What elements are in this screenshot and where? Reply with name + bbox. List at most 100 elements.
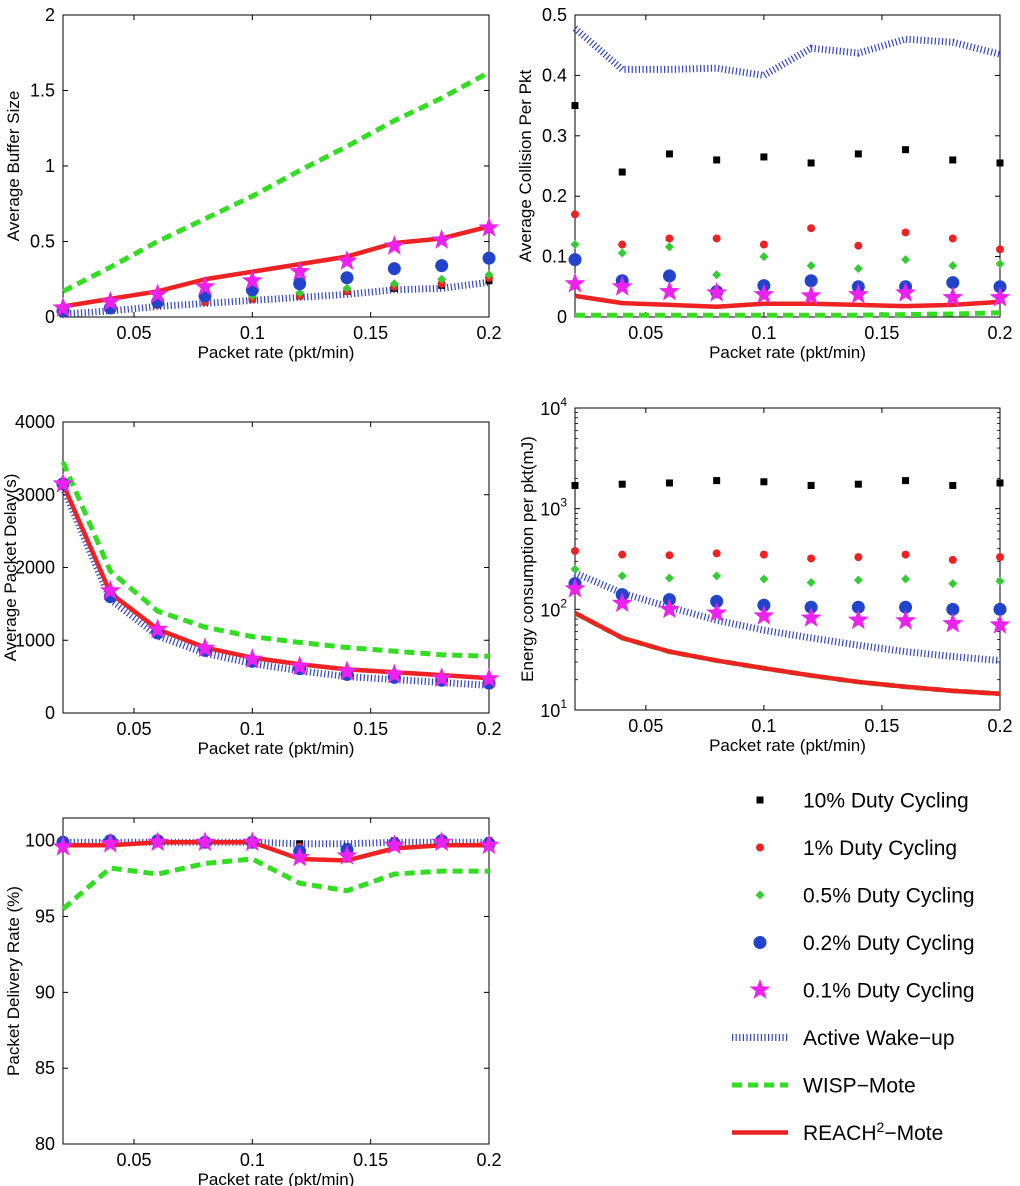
point-dc01 xyxy=(194,831,216,852)
point-dc1 xyxy=(807,554,816,563)
point-dc10 xyxy=(618,480,626,488)
point-dc01 xyxy=(383,663,405,684)
point-dc05 xyxy=(570,240,580,250)
x-tick-label: 0.15 xyxy=(864,716,899,736)
legend-label-awu: Active Wake−up xyxy=(803,1027,955,1050)
point-dc02 xyxy=(946,276,960,290)
point-dc01 xyxy=(753,604,775,625)
series-line-reach xyxy=(60,482,490,681)
point-dc01 xyxy=(147,283,169,304)
point-dc05 xyxy=(484,270,494,280)
legend-label-dc1: 1% Duty Cycling xyxy=(803,837,957,860)
point-dc01 xyxy=(658,598,680,619)
point-dc02 xyxy=(387,262,401,276)
point-dc01 xyxy=(942,286,964,307)
point-dc01 xyxy=(706,601,728,622)
y-tick-label: 2 xyxy=(45,5,55,25)
point-dc01 xyxy=(289,655,311,676)
point-dc1 xyxy=(948,234,957,243)
y-tick-label: 101 xyxy=(540,697,567,721)
x-tick-label: 0.2 xyxy=(476,323,501,343)
x-tick-label: 0.2 xyxy=(476,719,501,739)
point-dc10 xyxy=(760,478,768,486)
x-tick-label: 0.1 xyxy=(240,323,265,343)
point-dc10 xyxy=(713,477,721,485)
point-dc01 xyxy=(99,579,121,600)
y-axis-label: Packet Delivery Rate (%) xyxy=(4,886,23,1076)
point-dc01 xyxy=(478,216,500,237)
point-dc01 xyxy=(194,637,216,658)
point-dc01 xyxy=(52,296,74,317)
point-dc05 xyxy=(948,261,958,271)
x-tick-label: 0.2 xyxy=(476,1150,501,1170)
point-dc01 xyxy=(611,592,633,613)
point-dc01 xyxy=(847,283,869,304)
point-dc01 xyxy=(241,648,263,669)
point-dc10 xyxy=(807,481,815,489)
y-tick-label: 80 xyxy=(35,1134,55,1154)
y-axis-label: Average Buffer Size xyxy=(4,91,23,242)
x-tick-label: 0.1 xyxy=(751,716,776,736)
series-line-wisp xyxy=(61,70,491,294)
legend-marker-dc10 xyxy=(756,796,764,804)
legend-entry-dc1: 1% Duty Cycling xyxy=(756,837,957,860)
chart-buffer: 0 0.5 1 1.5 2 0.05 0.1 0.15 0.2 Packet rate (pkt/… xyxy=(4,5,502,362)
point-dc02 xyxy=(435,259,449,273)
point-dc05 xyxy=(995,259,1005,269)
point-dc01 xyxy=(241,269,263,290)
point-dc01 xyxy=(147,831,169,852)
point-dc10 xyxy=(949,481,957,489)
point-dc1 xyxy=(807,224,816,233)
point-dc10 xyxy=(713,156,721,164)
point-dc05 xyxy=(806,577,816,587)
series-line-awu xyxy=(573,569,1001,665)
point-dc1 xyxy=(854,241,863,250)
series-group xyxy=(52,461,500,690)
y-tick-label: 3000 xyxy=(15,485,55,505)
legend-label-wisp: WISP−Mote xyxy=(803,1075,916,1098)
point-dc05 xyxy=(853,264,863,274)
point-dc02 xyxy=(662,269,676,283)
point-dc05 xyxy=(617,248,627,258)
x-tick-label: 0.05 xyxy=(628,716,663,736)
point-dc02 xyxy=(568,253,582,267)
y-tick-label: 4000 xyxy=(15,412,55,432)
point-dc05 xyxy=(759,252,769,262)
series-line-awu xyxy=(63,838,489,848)
series-line-reach xyxy=(63,840,489,863)
point-dc05 xyxy=(295,288,305,298)
point-dc01 xyxy=(52,472,74,493)
point-dc01 xyxy=(800,607,822,627)
legend-marker-dc01 xyxy=(749,979,771,999)
series-line-awu xyxy=(572,25,1001,80)
y-tick-label: 0 xyxy=(45,703,55,723)
point-dc01 xyxy=(99,832,121,853)
legend-entry-awu: Active Wake−up xyxy=(732,1027,955,1050)
plot-frame xyxy=(62,421,490,714)
y-tick-label: 2000 xyxy=(15,558,55,578)
x-tick-label: 0.15 xyxy=(353,719,388,739)
x-axis-label: Packet rate (pkt/min) xyxy=(198,739,355,758)
point-dc01 xyxy=(383,834,405,855)
point-dc01 xyxy=(99,290,121,311)
x-axis-label: Packet rate (pkt/min) xyxy=(709,343,866,362)
point-dc01 xyxy=(431,228,453,249)
series-group xyxy=(564,25,1011,318)
point-dc05 xyxy=(759,574,769,584)
point-dc01 xyxy=(564,272,586,293)
x-tick-label: 0.2 xyxy=(987,323,1012,343)
point-dc10 xyxy=(618,168,626,176)
point-dc01 xyxy=(383,235,405,255)
point-dc02 xyxy=(946,602,960,616)
series-line-reach xyxy=(62,224,490,309)
point-dc01 xyxy=(658,280,680,301)
y-tick-label: 0.3 xyxy=(542,126,567,146)
point-dc01 xyxy=(431,831,453,852)
point-dc10 xyxy=(665,479,673,487)
series-line-reach xyxy=(574,293,1001,309)
legend-entry-reach: REACH2−Mote xyxy=(732,1119,943,1145)
legend-label-dc01: 0.1% Duty Cycling xyxy=(803,980,975,1003)
plot-frame xyxy=(574,407,1001,711)
point-dc02 xyxy=(993,602,1007,616)
point-dc01 xyxy=(289,260,311,281)
